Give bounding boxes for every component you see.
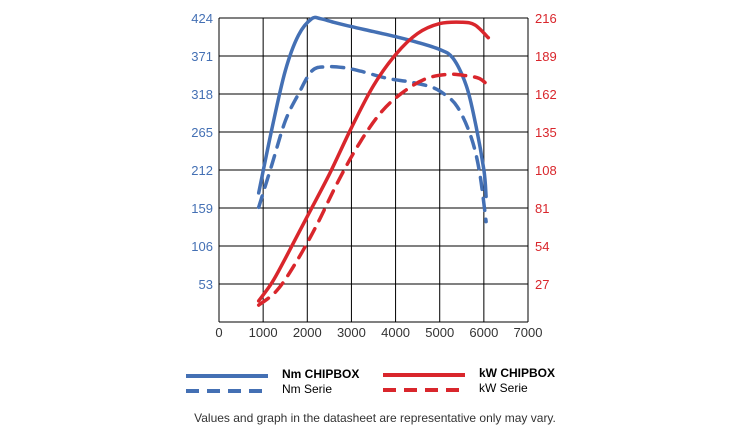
series-line-nm-chipbox: [256, 15, 488, 199]
x-tick-label-5000: 5000: [425, 325, 454, 340]
x-tick-label-7000: 7000: [514, 325, 543, 340]
right-tick-label-189: 189: [535, 49, 557, 64]
right-tick-label-108: 108: [535, 163, 557, 178]
left-tick-label-371: 371: [191, 49, 213, 64]
left-tick-label-318: 318: [191, 87, 213, 102]
series-line-kw-chipbox: [256, 20, 491, 303]
left-tick-label-106: 106: [191, 239, 213, 254]
x-tick-label-3000: 3000: [337, 325, 366, 340]
legend-label-nm-chipbox: Nm CHIPBOX: [282, 367, 359, 381]
x-tick-label-2000: 2000: [293, 325, 322, 340]
series-line-nm-serie: [256, 64, 488, 224]
x-tick-label-4000: 4000: [381, 325, 410, 340]
series-line-kw-serie: [256, 72, 491, 307]
left-tick-label-53: 53: [199, 277, 213, 292]
right-tick-label-81: 81: [535, 201, 549, 216]
right-tick-label-216: 216: [535, 11, 557, 26]
legend-label-kw-chipbox: kW CHIPBOX: [479, 366, 555, 380]
x-tick-label-0: 0: [215, 325, 222, 340]
right-tick-label-162: 162: [535, 87, 557, 102]
chart-grid: [218, 17, 529, 323]
left-y-axis-ticks: 53 106 159 212 265 318 371 424: [191, 11, 213, 292]
right-tick-label-135: 135: [535, 125, 557, 140]
legend-label-nm-serie: Nm Serie: [282, 382, 332, 396]
x-axis-ticks: 0 1000 2000 3000 4000 5000 6000 7000: [215, 325, 542, 340]
left-tick-label-424: 424: [191, 11, 213, 26]
legend-label-kw-serie: kW Serie: [479, 381, 528, 395]
left-tick-label-159: 159: [191, 201, 213, 216]
right-y-axis-ticks: 27 54 81 108 135 162 189 216: [535, 11, 557, 292]
x-tick-label-6000: 6000: [469, 325, 498, 340]
x-tick-label-1000: 1000: [249, 325, 278, 340]
left-tick-label-265: 265: [191, 125, 213, 140]
right-tick-label-54: 54: [535, 239, 549, 254]
chart-footnote: Values and graph in the datasheet are re…: [194, 411, 556, 425]
right-tick-label-27: 27: [535, 277, 549, 292]
series-lines: [256, 15, 491, 307]
left-tick-label-212: 212: [191, 163, 213, 178]
